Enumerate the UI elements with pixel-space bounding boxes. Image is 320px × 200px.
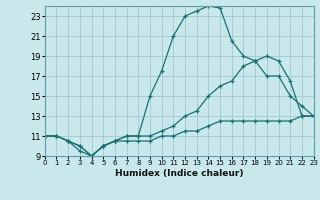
X-axis label: Humidex (Indice chaleur): Humidex (Indice chaleur)	[115, 169, 244, 178]
